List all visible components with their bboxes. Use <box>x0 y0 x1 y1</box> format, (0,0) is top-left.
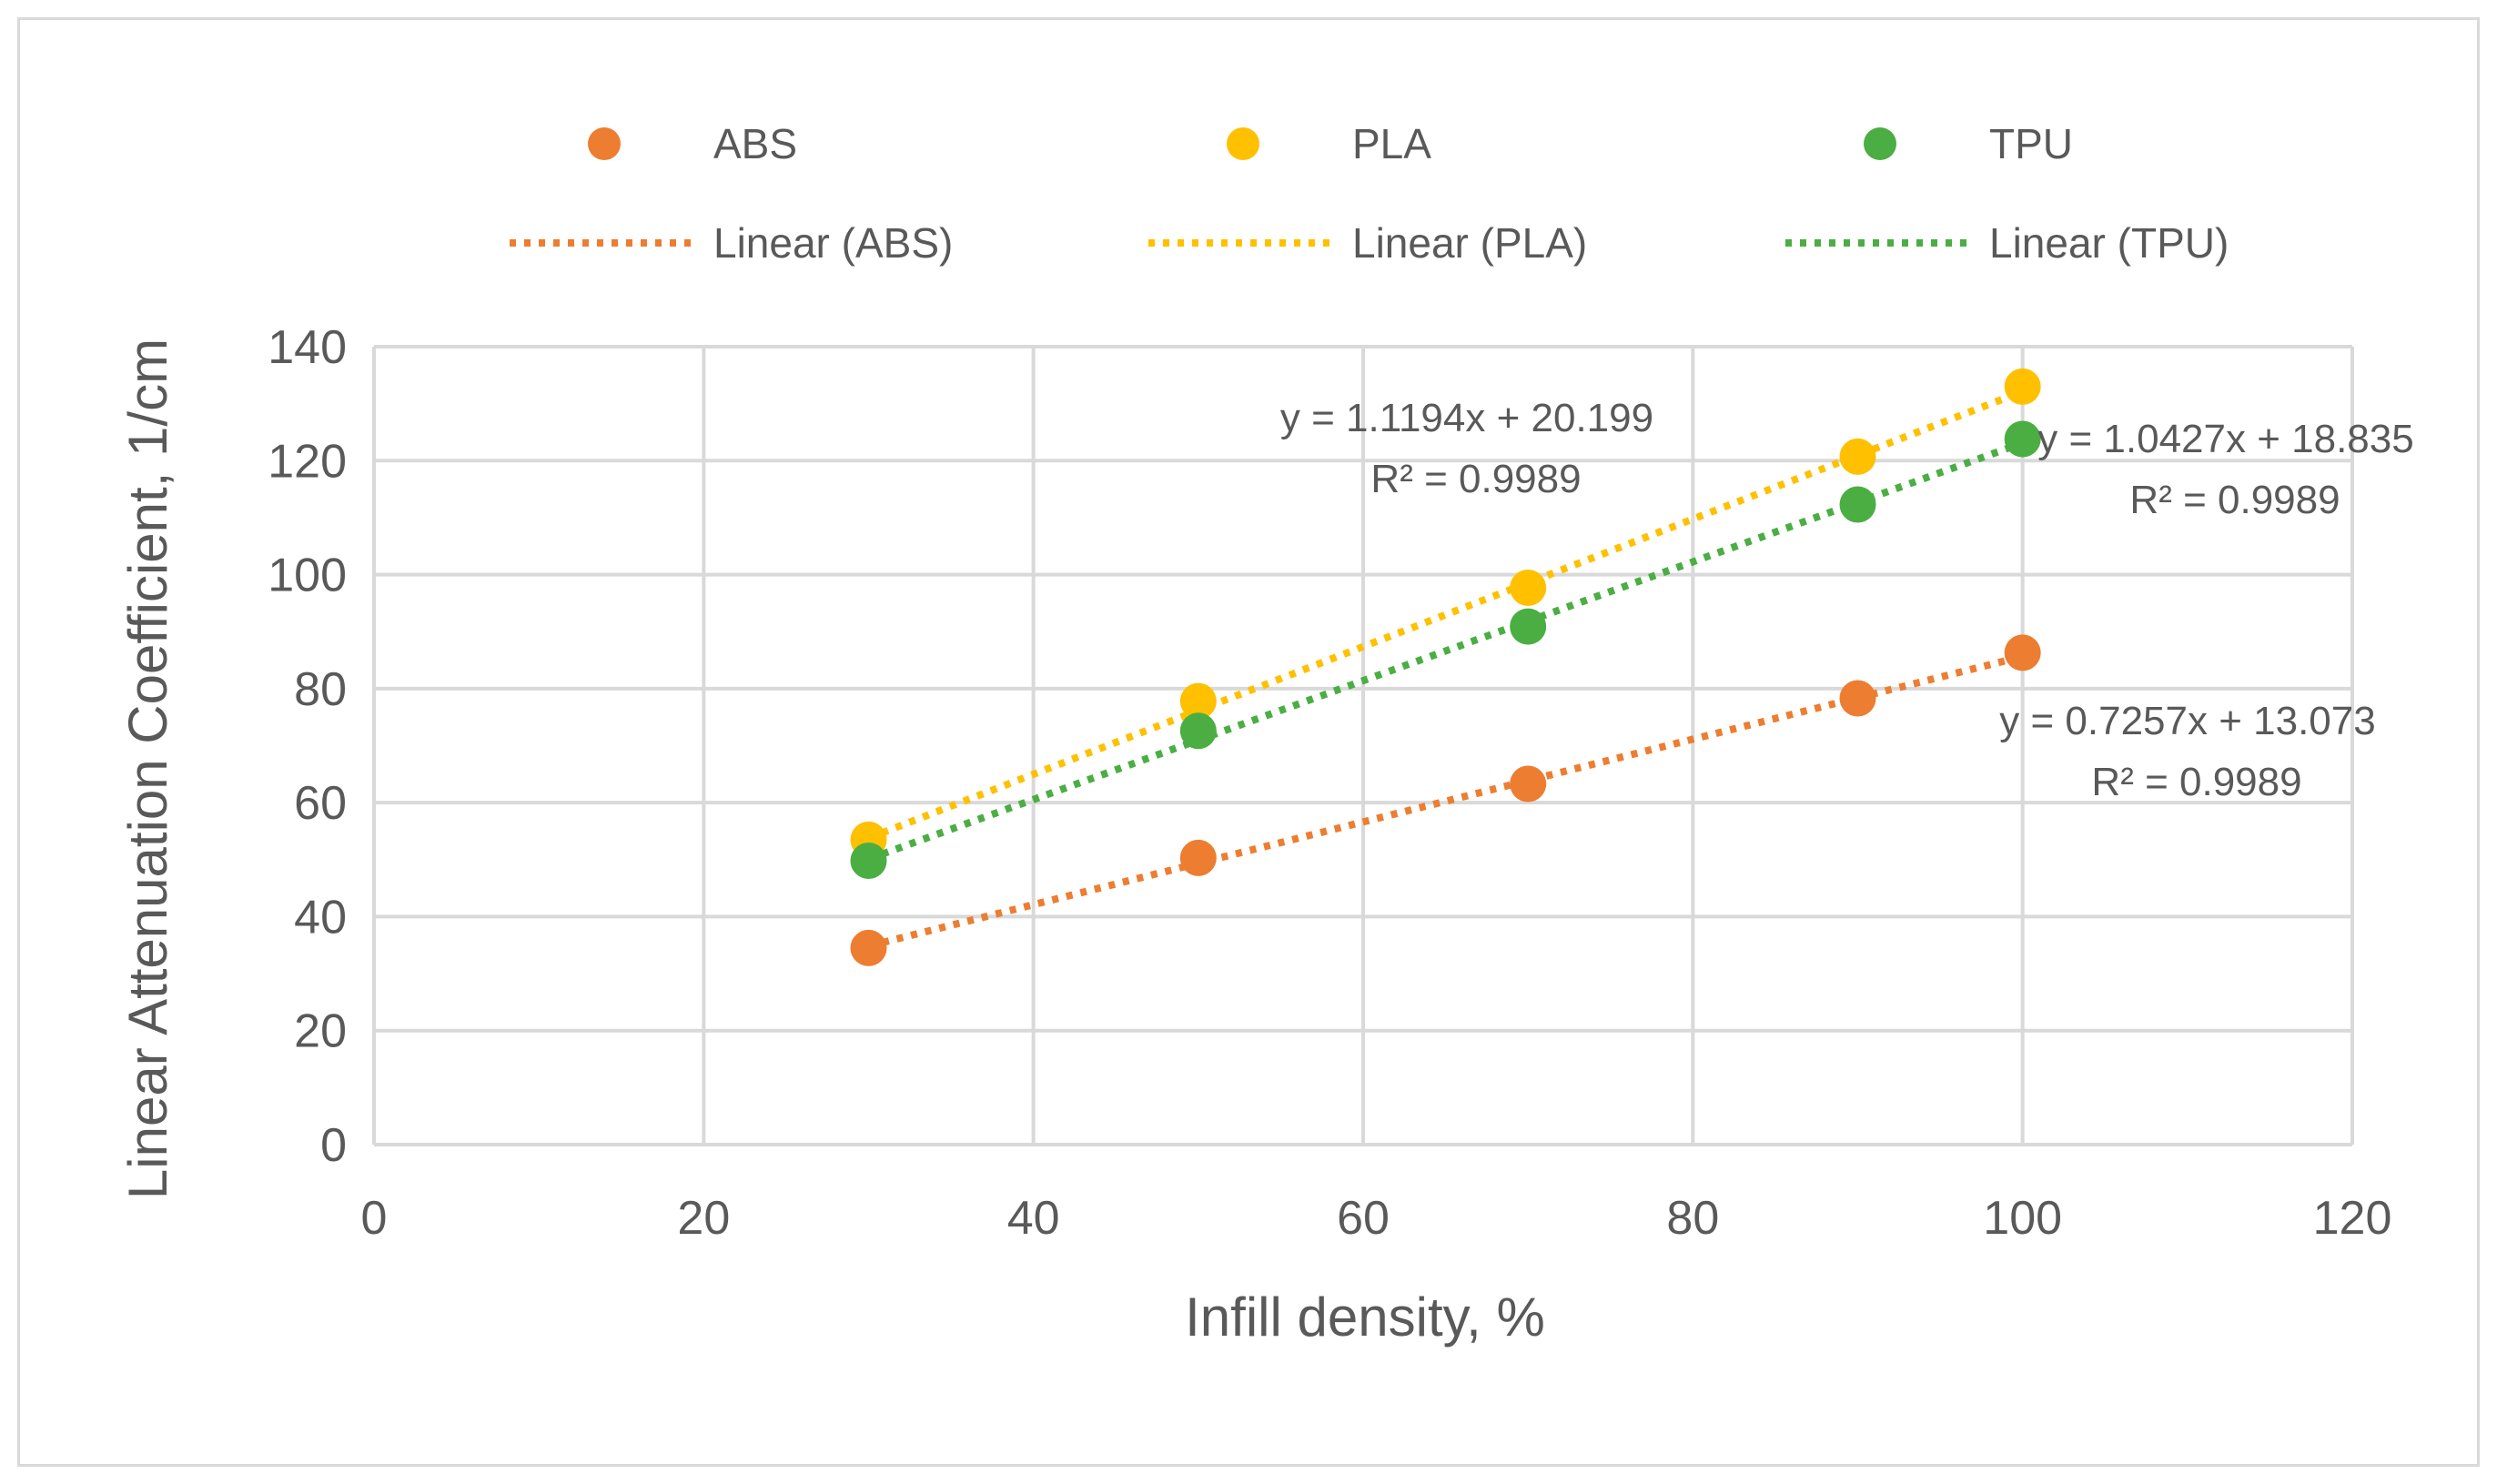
trendline-pla <box>867 388 2025 842</box>
x-tick-label: 100 <box>1983 1192 2062 1245</box>
y-tick-label: 40 <box>294 891 347 944</box>
legend-marker-abs <box>588 127 621 160</box>
y-tick-label: 80 <box>294 663 347 716</box>
trendline-r2-pla: R² = 0.9989 <box>1370 457 1581 501</box>
legend-trendline-label-tpu: Linear (TPU) <box>1989 219 2229 267</box>
grid-layer <box>372 345 2354 1146</box>
trendline-layer <box>867 388 2025 950</box>
legend-trendline-label-abs: Linear (ABS) <box>713 219 953 267</box>
y-tick-label: 20 <box>294 1005 347 1058</box>
y-axis-title: Linear Attenuation Coefficient, 1/cm <box>117 338 178 1199</box>
point-abs <box>2004 634 2041 671</box>
y-tick-label: 60 <box>294 777 347 830</box>
legend-marker-pla <box>1227 127 1259 160</box>
x-axis-title: Infill density, % <box>1185 1287 1545 1348</box>
y-tick-label: 120 <box>268 435 347 488</box>
trendline-tpu <box>867 439 2025 863</box>
point-tpu <box>850 843 887 880</box>
point-tpu <box>1839 486 1876 523</box>
ticks-layer: 0 20 40 60 80 100 120 140 0 20 40 60 80 100 120 <box>268 321 2391 1245</box>
legend-marker-tpu <box>1864 127 1896 160</box>
trendline-equation-pla: y = 1.1194x + 20.199 <box>1280 396 1653 440</box>
point-tpu <box>1510 608 1547 645</box>
legend: ABS Linear (ABS) PLA Linear (PLA) TPU Linear … <box>510 120 2229 267</box>
trendline-equation-tpu: y = 1.0427x + 18.835 <box>2037 417 2413 461</box>
point-pla <box>1839 438 1876 475</box>
y-tick-label: 140 <box>268 321 347 374</box>
point-pla <box>2004 368 2041 405</box>
x-tick-label: 0 <box>361 1192 388 1245</box>
x-tick-label: 40 <box>1007 1192 1060 1245</box>
point-abs <box>1179 839 1217 876</box>
trendline-r2-tpu: R² = 0.9989 <box>2129 478 2340 522</box>
x-tick-label: 20 <box>677 1192 730 1245</box>
point-pla <box>1510 569 1547 606</box>
trendline-r2-abs: R² = 0.9989 <box>2091 760 2301 804</box>
point-abs <box>850 929 887 966</box>
x-tick-label: 80 <box>1666 1192 1719 1245</box>
point-tpu <box>1179 712 1217 750</box>
point-pla <box>1179 682 1217 720</box>
point-abs <box>1839 680 1876 717</box>
points-layer <box>850 368 2041 966</box>
legend-label-tpu: TPU <box>1989 120 2073 167</box>
equation-layer: y = 0.7257x + 13.073 R² = 0.9989 y = 1.119… <box>1280 396 2414 804</box>
x-tick-label: 120 <box>2313 1192 2392 1245</box>
x-tick-label: 60 <box>1337 1192 1390 1245</box>
legend-label-pla: PLA <box>1352 120 1431 167</box>
legend-label-abs: ABS <box>713 120 797 167</box>
legend-trendline-label-pla: Linear (PLA) <box>1352 219 1587 267</box>
point-tpu <box>2004 420 2041 458</box>
chart-frame <box>17 17 2480 1467</box>
y-tick-label: 0 <box>320 1119 347 1172</box>
point-abs <box>1510 765 1547 803</box>
y-tick-label: 100 <box>268 550 347 602</box>
trendline-equation-abs: y = 0.7257x + 13.073 <box>1999 699 2375 743</box>
trendline-abs <box>867 652 2024 950</box>
